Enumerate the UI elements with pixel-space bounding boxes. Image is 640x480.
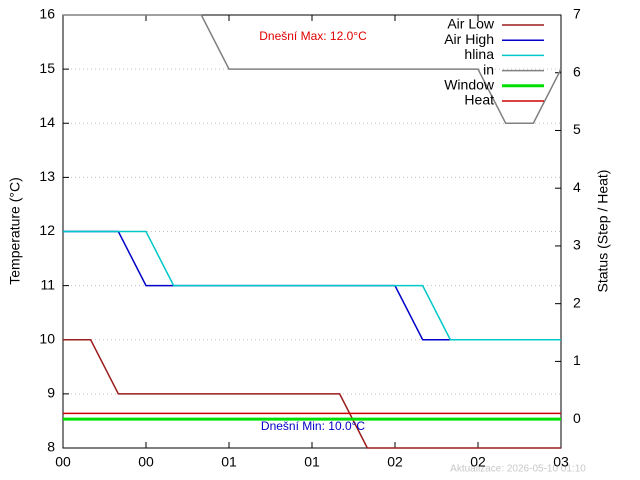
- series-line: [63, 230, 561, 341]
- y2-axis-label: Status (Step / Heat): [595, 170, 611, 293]
- legend-label: Window: [444, 77, 495, 93]
- y2-tick-label: 4: [573, 179, 581, 195]
- legend-label: Air High: [444, 31, 494, 47]
- y-tick-label: 9: [47, 385, 55, 401]
- x-tick-label: 00: [138, 454, 154, 470]
- y-tick-label: 8: [47, 439, 55, 455]
- y-tick-label: 16: [39, 6, 55, 22]
- y2-tick-label: 3: [573, 237, 581, 253]
- y-axis-label: Temperature (°C): [7, 177, 23, 285]
- legend-label: Air Low: [447, 16, 495, 32]
- legend-label: Heat: [464, 92, 494, 108]
- y-tick-label: 12: [39, 222, 55, 238]
- x-tick-label: 01: [221, 454, 237, 470]
- annotation: Dnešní Min: 10.0°C: [261, 419, 366, 433]
- y2-tick-label: 5: [573, 121, 581, 137]
- y2-tick-label: 1: [573, 352, 581, 368]
- y-tick-label: 15: [39, 60, 55, 76]
- x-tick-label: 00: [55, 454, 71, 470]
- legend-label: in: [483, 61, 494, 77]
- x-tick-label: 03: [553, 454, 569, 470]
- series-line: [63, 339, 561, 449]
- series-line: [63, 14, 561, 124]
- legend-label: hlina: [464, 46, 494, 62]
- y2-tick-label: 7: [573, 6, 581, 22]
- annotation: Dnešní Max: 12.0°C: [259, 29, 367, 43]
- footer: Aktualizace: 2026-05-10 01:10: [450, 464, 586, 475]
- y-tick-label: 11: [40, 276, 55, 292]
- x-tick-label: 02: [387, 454, 403, 470]
- x-tick-label: 02: [470, 454, 486, 470]
- y2-tick-label: 2: [573, 294, 581, 310]
- y2-tick-label: 0: [573, 410, 581, 426]
- y-tick-label: 10: [39, 330, 55, 346]
- y-tick-label: 13: [39, 168, 55, 184]
- y-tick-label: 14: [39, 114, 55, 130]
- x-tick-label: 01: [304, 454, 320, 470]
- y2-tick-label: 6: [573, 63, 581, 79]
